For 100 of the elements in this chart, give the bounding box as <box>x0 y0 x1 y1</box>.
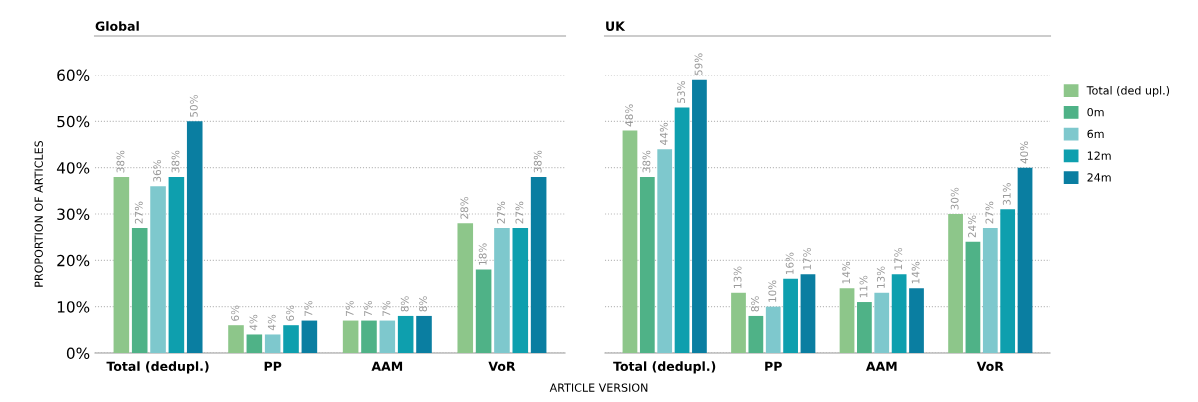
data-label: 28% <box>460 196 469 219</box>
bar <box>731 292 746 353</box>
data-label: 13% <box>876 266 885 288</box>
data-label: 6% <box>231 305 240 321</box>
bar <box>783 278 798 353</box>
bar <box>228 325 244 353</box>
data-label: 30% <box>950 187 959 210</box>
bar <box>622 130 638 353</box>
data-label: 4% <box>249 314 258 331</box>
data-label: 16% <box>785 252 794 275</box>
data-label: 27% <box>985 201 994 224</box>
data-label: 7% <box>382 300 391 317</box>
y-axis-title: PROPORTION OF ARTICLES <box>34 140 43 287</box>
x-tick-label: AAM <box>371 361 403 371</box>
legend-label: 24m <box>1087 173 1111 182</box>
data-label: 14% <box>842 261 851 284</box>
bar <box>839 288 855 353</box>
bar <box>264 334 281 353</box>
data-label: 59% <box>694 53 703 76</box>
data-label: 48% <box>625 104 633 127</box>
bar <box>379 320 396 353</box>
data-label: 7% <box>345 300 354 317</box>
bar <box>131 227 148 353</box>
x-tick-label: AAM <box>865 361 897 371</box>
data-label: 11% <box>859 275 868 298</box>
x-tick-label: Total (dedupl.) <box>613 361 716 374</box>
data-label: 27% <box>515 201 524 224</box>
bar <box>246 334 263 353</box>
data-label: 36% <box>153 159 162 182</box>
bar <box>857 302 872 353</box>
bar <box>765 306 781 353</box>
bar <box>530 176 547 353</box>
x-tick-label: VoR <box>976 361 1004 372</box>
data-label: 38% <box>642 150 651 173</box>
bar <box>1017 167 1033 353</box>
bar <box>800 274 816 353</box>
data-label: 53% <box>677 81 686 103</box>
data-label: 7% <box>364 300 372 317</box>
y-tick-label: 30% <box>57 208 90 221</box>
y-tick-label: 20% <box>57 254 90 267</box>
bar <box>301 320 318 353</box>
data-label: 8% <box>751 296 759 312</box>
bar <box>982 227 998 353</box>
bar <box>512 227 529 353</box>
data-label: 8% <box>400 296 409 312</box>
y-tick-label: 0% <box>66 347 90 360</box>
data-label: 27% <box>134 201 143 224</box>
data-label: 8% <box>419 296 428 312</box>
bar <box>397 315 414 353</box>
bar <box>674 107 690 353</box>
y-tick-label: 10% <box>57 301 90 313</box>
bar <box>416 315 432 353</box>
data-label: 38% <box>171 150 180 173</box>
data-label: 40% <box>1020 141 1029 164</box>
bar <box>186 121 203 353</box>
data-label: 31% <box>1002 183 1011 205</box>
chart-title: Global <box>95 21 139 31</box>
legend-label: 12m <box>1087 151 1111 160</box>
data-label: 7% <box>304 300 313 317</box>
data-label: 13% <box>733 266 742 288</box>
bar <box>948 214 963 353</box>
data-label: 6% <box>286 305 295 321</box>
data-label: 27% <box>497 201 505 224</box>
data-label: 10% <box>768 280 777 302</box>
bar <box>457 223 474 353</box>
bar <box>475 269 492 353</box>
bar <box>494 227 510 353</box>
data-label: 14% <box>911 261 920 284</box>
bar <box>342 320 359 353</box>
data-label: 38% <box>116 150 125 173</box>
bar <box>965 241 981 353</box>
bar <box>692 79 707 353</box>
x-axis-title: ARTICLE VERSION <box>549 383 648 392</box>
data-label: 17% <box>894 247 903 270</box>
bar <box>657 149 673 353</box>
bar <box>748 315 764 353</box>
bar <box>909 288 924 353</box>
y-tick-label: 40% <box>56 162 90 174</box>
data-label: 17% <box>803 247 811 270</box>
legend-label: 6m <box>1087 129 1104 139</box>
legend-label: 0m <box>1087 107 1104 117</box>
bar <box>891 274 907 353</box>
bar <box>168 176 185 353</box>
data-label: 44% <box>659 122 668 145</box>
bar <box>639 176 655 353</box>
data-label: 24% <box>968 215 976 238</box>
bar <box>1000 209 1016 353</box>
x-tick-label: VoR <box>488 361 516 372</box>
data-label: 18% <box>478 243 487 265</box>
chart-title: UK <box>606 21 626 31</box>
x-tick-label: PP <box>765 361 782 371</box>
bar <box>113 176 130 353</box>
bar <box>361 320 377 353</box>
y-tick-label: 60% <box>57 69 90 82</box>
y-tick-label: 50% <box>57 115 90 128</box>
data-label: 4% <box>267 314 276 331</box>
bar <box>150 186 166 353</box>
data-label: 50% <box>189 95 198 117</box>
x-tick-label: PP <box>264 361 282 371</box>
x-tick-label: Total (dedupl.) <box>106 361 209 374</box>
